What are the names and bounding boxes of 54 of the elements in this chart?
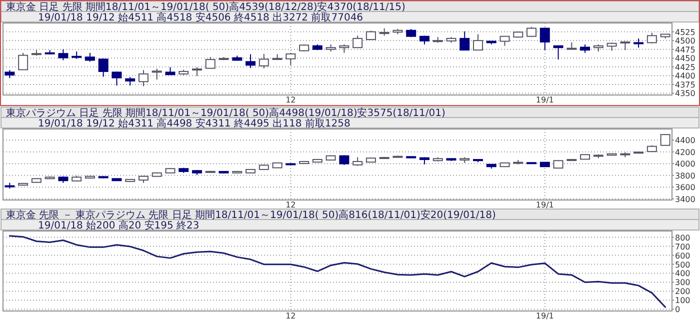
candlestick bbox=[152, 68, 162, 80]
chart-title: 東京パラジウム 日足 先限 期間18/11/01～19/01/18( 50)高4498(19/01/18)安3575(18/11/01) bbox=[6, 107, 446, 119]
candlestick bbox=[646, 32, 657, 44]
x-tick-label: 19/1 bbox=[536, 200, 554, 210]
candlestick bbox=[460, 30, 470, 51]
y-tick-label: 600 bbox=[675, 251, 690, 260]
y-tick-label: 4400 bbox=[675, 136, 696, 146]
y-tick-label: 100 bbox=[675, 296, 690, 306]
candlestick bbox=[286, 52, 296, 66]
candlestick bbox=[258, 53, 269, 69]
y-tick-label: 3600 bbox=[675, 183, 696, 192]
y-tick-label: 3800 bbox=[675, 171, 696, 180]
y-tick-label: 4425 bbox=[675, 62, 696, 72]
x-tick-label: 12 bbox=[286, 312, 296, 320]
y-tick-label: 4525 bbox=[675, 28, 696, 37]
y-tick-label: 500 bbox=[675, 260, 690, 270]
chart-subtitle: 19/01/18 19/12 始4511 高4518 安4506 終4518 出3272 前取77046 bbox=[38, 12, 364, 24]
y-tick-label: 4500 bbox=[675, 36, 696, 46]
x-tick-label: 12 bbox=[286, 200, 296, 210]
chart-subtitle: 19/01/18 19/12 始4311 高4498 安4311 終4495 出118 前取1258 bbox=[38, 118, 350, 130]
candlestick bbox=[138, 70, 148, 87]
y-tick-label: 0 bbox=[675, 305, 680, 314]
y-tick-label: 800 bbox=[675, 233, 690, 242]
candlestick bbox=[98, 58, 108, 78]
candlestick bbox=[246, 54, 256, 68]
y-tick-label: 400 bbox=[675, 269, 690, 278]
x-tick-label: 19/1 bbox=[536, 96, 554, 104]
candlestick bbox=[553, 45, 564, 60]
chart-title: 東京金 先限 － 東京パラジウム 先限 日足 期間18/11/01～19/01/18( 50)高816(18/11/01)安20(19/01/18) bbox=[6, 209, 496, 221]
chart-subtitle: 19/01/18 始200 高20 安195 終23 bbox=[38, 220, 200, 232]
y-tick-label: 700 bbox=[675, 242, 690, 252]
candlestick bbox=[112, 70, 122, 86]
x-tick-label: 19/1 bbox=[536, 312, 554, 320]
line-series bbox=[8, 235, 666, 308]
y-tick-label: 4200 bbox=[675, 148, 696, 157]
candlestick bbox=[205, 56, 216, 69]
candlestick bbox=[472, 34, 483, 51]
candlestick bbox=[339, 154, 350, 166]
candlestick bbox=[58, 48, 68, 61]
y-tick-label: 4375 bbox=[675, 80, 696, 90]
y-tick-label: 4350 bbox=[675, 89, 696, 98]
y-tick-label: 4450 bbox=[675, 54, 696, 64]
x-tick-label: 12 bbox=[286, 96, 296, 104]
y-tick-label: 200 bbox=[675, 287, 690, 296]
y-tick-label: 3400 bbox=[675, 194, 696, 204]
candlestick bbox=[634, 38, 644, 48]
y-tick-label: 4000 bbox=[675, 160, 696, 169]
candlestick bbox=[500, 36, 510, 46]
candlestick bbox=[352, 35, 363, 48]
candlestick bbox=[18, 52, 28, 70]
y-tick-label: 4475 bbox=[675, 45, 696, 54]
chart-title: 東京金 日足 先限 期間18/11/01～19/01/18( 50)高4539(18/12/28)安4370(18/11/15) bbox=[6, 1, 406, 13]
y-tick-label: 300 bbox=[675, 278, 690, 288]
y-tick-label: 4400 bbox=[675, 72, 696, 81]
